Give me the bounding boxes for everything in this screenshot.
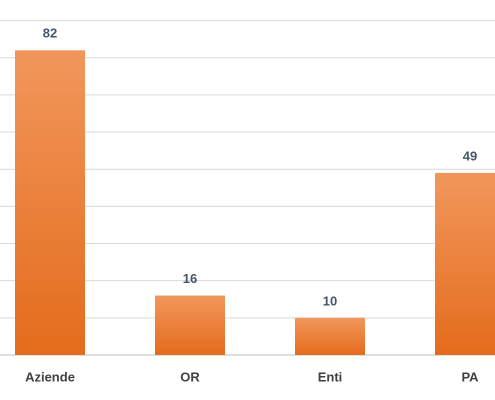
- value-label: 49: [463, 148, 477, 163]
- x-tick-label: OR: [180, 369, 200, 384]
- value-label: 82: [43, 26, 57, 41]
- value-label: 10: [323, 293, 337, 308]
- bar: [435, 172, 495, 355]
- value-label: 16: [183, 271, 197, 286]
- bar: [155, 295, 225, 355]
- x-tick-label: PA: [461, 369, 479, 384]
- x-tick-label: Aziende: [25, 369, 75, 384]
- bar: [295, 317, 365, 355]
- x-tick-label: Enti: [318, 369, 343, 384]
- bar: [15, 50, 85, 355]
